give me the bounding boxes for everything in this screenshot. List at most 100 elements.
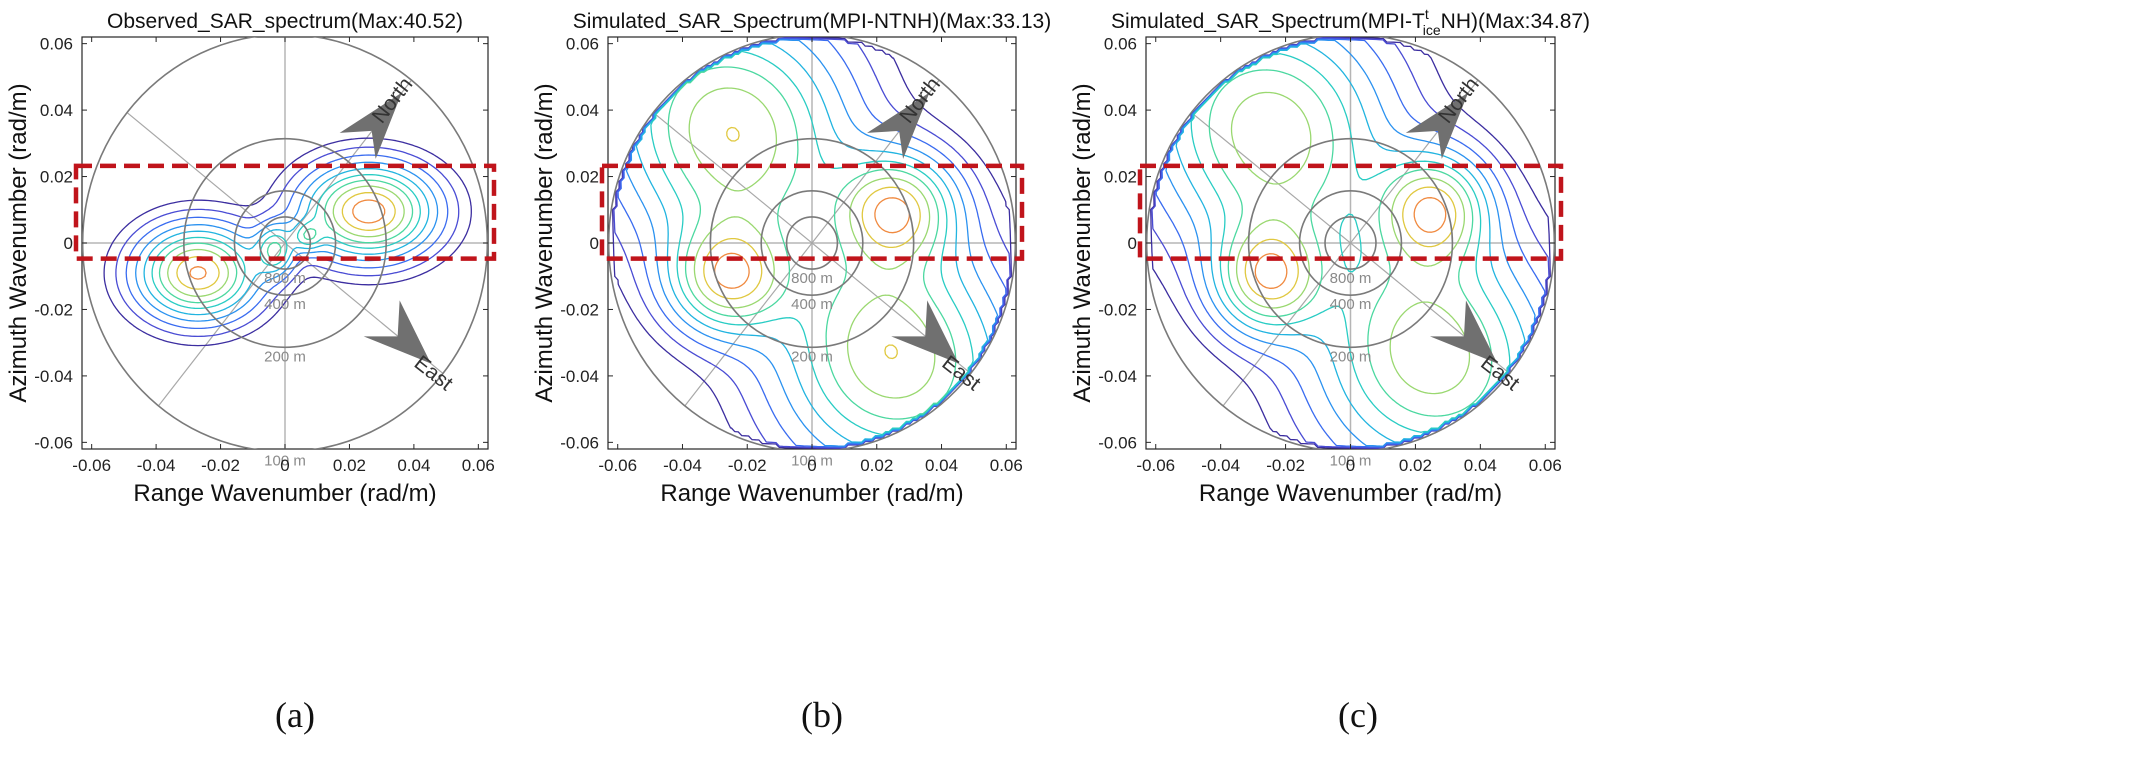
y-tick-label: 0.06 [1104,35,1137,54]
ring-label: 800 m [791,270,833,287]
y-tick-label: 0.04 [1104,101,1137,120]
x-tick-label: 0.04 [925,456,958,475]
y-axis-label: Azimuth Wavenumber (rad/m) [531,83,558,402]
x-tick-label: -0.02 [201,456,240,475]
x-tick-label: 0 [1346,456,1355,475]
x-tick-label: 0.04 [1464,456,1497,475]
contour-line [151,173,421,310]
x-tick-label: 0.06 [1529,456,1562,475]
wavelength-ring [785,216,839,270]
contour-line [1190,53,1511,433]
x-tick-label: -0.02 [1266,456,1305,475]
contour-line [1230,91,1471,395]
y-tick-label: 0 [1128,234,1137,253]
y-tick-label: -0.04 [34,367,73,386]
contour-line [714,197,910,289]
y-axis-label: Azimuth Wavenumber (rad/m) [1069,83,1096,402]
ring-label: 400 m [1330,296,1372,313]
y-tick-label: 0.04 [40,101,73,120]
plot-area [1146,37,1555,449]
contour-line [167,185,405,297]
east-direction-line [126,112,444,374]
title-subscript: ice [1423,22,1441,38]
north-arrow-icon [339,92,402,159]
x-tick-label: 0.06 [462,456,495,475]
y-tick-label: -0.02 [560,300,599,319]
east-arrow-icon [891,300,959,364]
x-tick-label: 0.02 [333,456,366,475]
ring-label: 400 m [791,296,833,313]
ring-label: 100 m [791,453,833,470]
highlight-band [73,163,497,261]
contour-line [1254,197,1447,289]
chart-title: Simulated_SAR_Spectrum(MPI-Tt iceNH)(Max:… [1111,6,1590,38]
north-arrow-icon [1405,92,1469,159]
ring-label: 100 m [1330,453,1372,470]
y-tick-label: 0.02 [1104,168,1137,187]
y-tick-label: -0.04 [560,367,599,386]
y-tick-label: 0 [590,234,599,253]
y-tick-label: -0.06 [560,433,599,452]
wavelength-ring [183,137,387,349]
y-tick-label: -0.04 [1098,367,1137,386]
contour-line [135,161,439,322]
x-tick-label: -0.04 [1201,456,1240,475]
chart-title: Simulated_SAR_Spectrum(MPI-NTNH)(Max:33.… [573,10,1051,33]
contour-line [1150,37,1551,449]
chart-title: Observed_SAR_spectrum(Max:40.52) [107,10,463,33]
plot-area [82,37,488,449]
x-tick-label: -0.04 [137,456,176,475]
x-tick-label: 0.06 [990,456,1023,475]
contour-line [688,87,936,399]
title-part: NH)(Max:34.87) [1441,10,1590,33]
ring-label: 800 m [264,270,306,287]
y-tick-label: 0.04 [566,101,599,120]
ring-label: 200 m [264,348,306,365]
wavelength-ring [258,216,312,270]
x-tick-label: -0.06 [598,456,637,475]
y-tick-label: 0 [64,234,73,253]
wavelength-ring [760,190,864,296]
title-superscript: t [1425,6,1429,22]
x-tick-label: 0.02 [860,456,893,475]
x-tick-label: -0.04 [663,456,702,475]
x-tick-label: -0.02 [728,456,767,475]
x-tick-label: 0.02 [1399,456,1432,475]
x-tick-label: -0.06 [1136,456,1175,475]
contour-line [1208,69,1493,417]
ring-label: 800 m [1330,270,1372,287]
highlight-band [599,163,1025,261]
ring-label: 200 m [1330,348,1372,365]
north-arrow-icon [867,92,930,159]
panel-label: (b) [801,695,843,735]
x-tick-label: 0.04 [397,456,430,475]
y-axis-label: Azimuth Wavenumber (rad/m) [5,83,32,402]
x-axis-label: Range Wavenumber (rad/m) [1199,480,1502,507]
x-tick-label: 0 [280,456,289,475]
y-tick-label: 0.06 [566,35,599,54]
ring-label: 100 m [264,453,306,470]
x-tick-label: 0 [807,456,816,475]
east-arrow-icon [1429,300,1498,364]
x-tick-label: -0.06 [72,456,111,475]
y-tick-label: 0.02 [566,168,599,187]
wavelength-ring [1247,137,1454,349]
y-tick-label: -0.06 [34,433,73,452]
y-tick-label: -0.06 [1098,433,1137,452]
wavelength-ring [1298,190,1403,296]
east-direction-line [652,112,972,374]
ring-label: 400 m [264,296,306,313]
panel-label: (a) [275,695,315,735]
highlight-band [1137,163,1564,261]
y-tick-label: 0.02 [40,168,73,187]
contour-line [667,66,957,420]
wavelength-ring [233,190,337,296]
east-direction-line [1191,112,1510,374]
contour-line [143,167,430,316]
x-axis-label: Range Wavenumber (rad/m) [660,480,963,507]
y-tick-label: -0.02 [34,300,73,319]
